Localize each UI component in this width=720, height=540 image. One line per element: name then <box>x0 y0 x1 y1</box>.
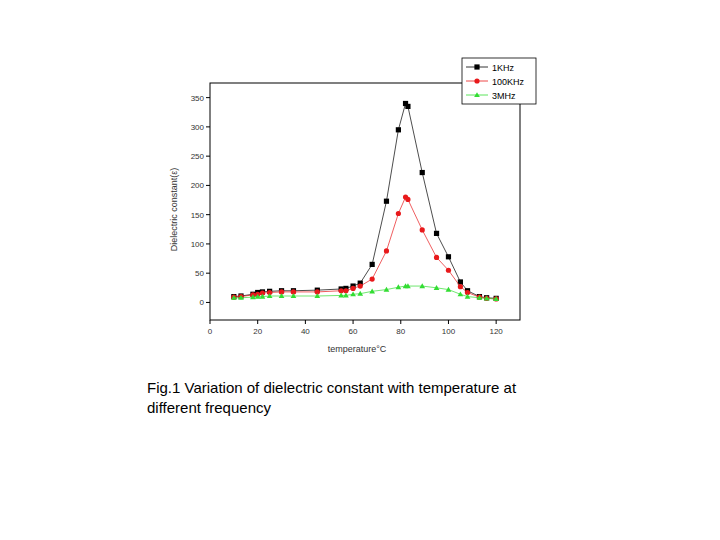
y-tick <box>206 302 210 303</box>
data-point <box>396 127 401 132</box>
x-tick-label: 0 <box>208 327 213 336</box>
legend: 1KHz 100KHz 3MHz <box>462 58 536 104</box>
data-point <box>370 262 375 267</box>
x-tick <box>305 320 306 324</box>
y-tick-label: 50 <box>195 269 204 278</box>
legend-marker <box>474 78 479 83</box>
chart: 0 20 40 60 80 100 120 0 50 100 150 200 250 300 350 temp… <box>0 0 720 540</box>
data-point <box>384 248 389 253</box>
data-point <box>477 295 483 300</box>
data-point <box>231 294 236 299</box>
data-point <box>267 293 273 298</box>
data-point <box>279 293 285 298</box>
y-tick <box>206 243 210 244</box>
caption: Fig.1 Variation of dielectric constant w… <box>147 378 572 418</box>
y-tick-label: 200 <box>191 181 205 190</box>
legend-label: 1KHz <box>492 63 515 73</box>
y-tick-label: 0 <box>200 298 205 307</box>
data-point <box>405 197 410 202</box>
data-point <box>419 283 425 288</box>
data-point <box>238 295 244 300</box>
data-point <box>465 294 471 299</box>
series-line <box>234 286 496 299</box>
x-tick-label: 120 <box>489 327 503 336</box>
data-point <box>484 295 489 300</box>
x-axis-label: temperature°C <box>328 344 387 354</box>
data-point <box>458 284 463 289</box>
data-point <box>494 296 499 301</box>
y-tick-label: 250 <box>191 152 205 161</box>
y-axis-label: Dielectric constant(ε) <box>169 168 179 252</box>
y-tick-label: 150 <box>191 211 205 220</box>
data-point <box>370 276 375 281</box>
data-point <box>384 287 390 292</box>
y-tick <box>206 185 210 186</box>
data-point <box>434 285 440 290</box>
x-tick-label: 40 <box>301 327 310 336</box>
data-point <box>477 294 482 299</box>
x-tick <box>257 320 258 324</box>
data-point <box>420 170 425 175</box>
x-tick-label: 100 <box>442 327 456 336</box>
x-tick <box>210 320 211 324</box>
plot-area <box>231 101 499 302</box>
data-point <box>396 211 401 216</box>
x-tick-label: 20 <box>253 327 262 336</box>
x-tick-label: 60 <box>349 327 358 336</box>
data-point <box>350 286 355 291</box>
x-tick <box>448 320 449 324</box>
data-point <box>446 287 452 292</box>
data-point <box>493 296 499 301</box>
data-point <box>314 293 320 298</box>
data-point <box>260 294 266 299</box>
x-tick <box>496 320 497 324</box>
data-point <box>396 284 402 289</box>
x-tick-label: 80 <box>396 327 405 336</box>
data-point <box>255 294 261 299</box>
data-point <box>339 288 344 293</box>
y-tick <box>206 214 210 215</box>
x-tick <box>400 320 401 324</box>
legend-box <box>462 58 536 104</box>
series-line <box>234 103 496 298</box>
data-point <box>405 104 410 109</box>
data-point <box>358 283 363 288</box>
data-point <box>420 227 425 232</box>
y-tick <box>206 97 210 98</box>
legend-label: 3MHz <box>492 91 516 101</box>
data-point <box>446 268 451 273</box>
data-point <box>446 254 451 259</box>
y-tick-label: 350 <box>191 94 205 103</box>
y-tick <box>206 273 210 274</box>
data-point <box>477 295 482 300</box>
data-point <box>343 293 349 298</box>
legend-label: 100KHz <box>492 77 525 87</box>
y-tick <box>206 156 210 157</box>
data-point <box>484 295 490 300</box>
plot-frame <box>210 83 520 320</box>
data-point <box>357 291 363 296</box>
data-point <box>291 293 297 298</box>
data-point <box>434 231 439 236</box>
data-point <box>384 199 389 204</box>
series-line <box>234 197 496 299</box>
legend-marker <box>474 64 479 69</box>
data-point <box>231 295 236 300</box>
data-point <box>458 291 464 296</box>
data-point <box>238 294 243 299</box>
data-point <box>231 295 237 300</box>
data-point <box>405 283 411 288</box>
data-point <box>343 288 348 293</box>
data-point <box>434 255 439 260</box>
y-tick-label: 100 <box>191 240 205 249</box>
data-point <box>338 293 344 298</box>
data-point <box>350 291 356 296</box>
y-tick-label: 300 <box>191 123 205 132</box>
x-tick <box>353 320 354 324</box>
data-point <box>369 288 375 293</box>
y-tick <box>206 126 210 127</box>
legend-marker <box>474 92 480 97</box>
